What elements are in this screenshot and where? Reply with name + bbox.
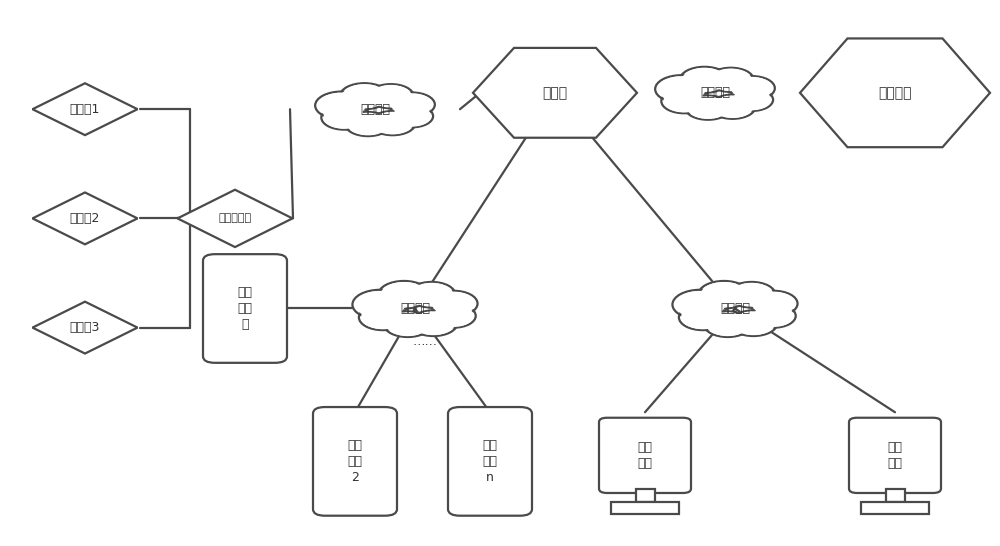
Ellipse shape: [384, 311, 432, 337]
FancyBboxPatch shape: [313, 407, 397, 515]
Ellipse shape: [368, 84, 414, 108]
Ellipse shape: [688, 97, 728, 118]
FancyBboxPatch shape: [861, 502, 929, 514]
Ellipse shape: [389, 92, 435, 117]
Ellipse shape: [679, 305, 727, 330]
Ellipse shape: [321, 105, 367, 129]
Ellipse shape: [345, 112, 391, 136]
Text: 数据中心: 数据中心: [878, 86, 912, 100]
Ellipse shape: [664, 91, 704, 112]
Ellipse shape: [682, 306, 724, 329]
FancyBboxPatch shape: [886, 489, 905, 502]
Ellipse shape: [683, 68, 726, 91]
Polygon shape: [33, 193, 138, 245]
FancyBboxPatch shape: [448, 407, 532, 515]
Ellipse shape: [359, 305, 407, 330]
Ellipse shape: [371, 86, 411, 107]
Ellipse shape: [732, 312, 774, 335]
Text: 采集器1: 采集器1: [70, 103, 100, 116]
Ellipse shape: [733, 90, 771, 110]
Text: 服务器: 服务器: [542, 86, 568, 100]
Polygon shape: [33, 301, 138, 354]
FancyBboxPatch shape: [611, 502, 679, 514]
Polygon shape: [178, 190, 292, 247]
FancyBboxPatch shape: [636, 489, 655, 502]
Ellipse shape: [753, 292, 795, 315]
Ellipse shape: [729, 311, 777, 336]
Ellipse shape: [655, 75, 708, 103]
Text: 采集器3: 采集器3: [70, 321, 100, 334]
Ellipse shape: [392, 94, 432, 115]
Text: 数据集中器: 数据集中器: [218, 213, 252, 223]
Ellipse shape: [409, 311, 457, 336]
Ellipse shape: [356, 292, 404, 318]
Ellipse shape: [731, 88, 773, 111]
Text: 手持
终端
2: 手持 终端 2: [348, 439, 362, 484]
Ellipse shape: [343, 85, 386, 108]
Ellipse shape: [352, 290, 408, 319]
Ellipse shape: [315, 92, 368, 120]
FancyBboxPatch shape: [203, 254, 287, 363]
Text: ……: ……: [413, 335, 438, 348]
Ellipse shape: [685, 96, 731, 120]
Ellipse shape: [676, 292, 724, 318]
Ellipse shape: [430, 291, 478, 316]
Ellipse shape: [324, 107, 364, 128]
Ellipse shape: [381, 283, 427, 307]
Ellipse shape: [408, 282, 455, 307]
Ellipse shape: [750, 291, 798, 316]
Ellipse shape: [372, 112, 413, 134]
Text: 手持
终端
n: 手持 终端 n: [482, 439, 498, 484]
Ellipse shape: [387, 313, 429, 335]
Ellipse shape: [680, 67, 729, 93]
Ellipse shape: [698, 281, 750, 308]
Ellipse shape: [729, 76, 775, 100]
Ellipse shape: [393, 106, 431, 126]
Text: 查询
终端: 查询 终端: [638, 441, 652, 470]
Ellipse shape: [432, 304, 476, 328]
Text: 查询
终端: 查询 终端: [888, 441, 902, 470]
Ellipse shape: [711, 69, 751, 91]
Ellipse shape: [731, 283, 773, 306]
Ellipse shape: [412, 312, 454, 335]
Ellipse shape: [712, 96, 753, 117]
Text: 通信网络: 通信网络: [360, 103, 390, 116]
Ellipse shape: [362, 306, 404, 329]
Ellipse shape: [707, 313, 749, 335]
Ellipse shape: [672, 290, 728, 319]
Ellipse shape: [378, 281, 430, 308]
Ellipse shape: [370, 111, 415, 135]
Ellipse shape: [658, 77, 705, 102]
Ellipse shape: [411, 283, 453, 306]
Ellipse shape: [752, 304, 796, 328]
FancyBboxPatch shape: [849, 418, 941, 493]
Ellipse shape: [433, 292, 475, 315]
Text: 采集器2: 采集器2: [70, 212, 100, 225]
FancyBboxPatch shape: [599, 418, 691, 493]
Text: 通信网络: 通信网络: [720, 302, 750, 315]
Text: 通信网络: 通信网络: [700, 86, 730, 99]
Text: 通信网络: 通信网络: [400, 302, 430, 315]
Ellipse shape: [754, 305, 793, 327]
Ellipse shape: [704, 311, 752, 337]
Ellipse shape: [701, 283, 747, 307]
Ellipse shape: [318, 93, 365, 118]
Ellipse shape: [391, 105, 433, 127]
Ellipse shape: [728, 282, 775, 307]
Ellipse shape: [348, 114, 388, 135]
Ellipse shape: [710, 94, 755, 119]
Ellipse shape: [732, 78, 772, 99]
Polygon shape: [473, 48, 637, 138]
Polygon shape: [800, 38, 990, 147]
Polygon shape: [33, 83, 138, 135]
Ellipse shape: [708, 68, 754, 92]
Ellipse shape: [340, 83, 389, 109]
Text: 手持
终端
一: 手持 终端 一: [238, 286, 252, 331]
Ellipse shape: [434, 305, 473, 327]
Ellipse shape: [661, 89, 707, 113]
